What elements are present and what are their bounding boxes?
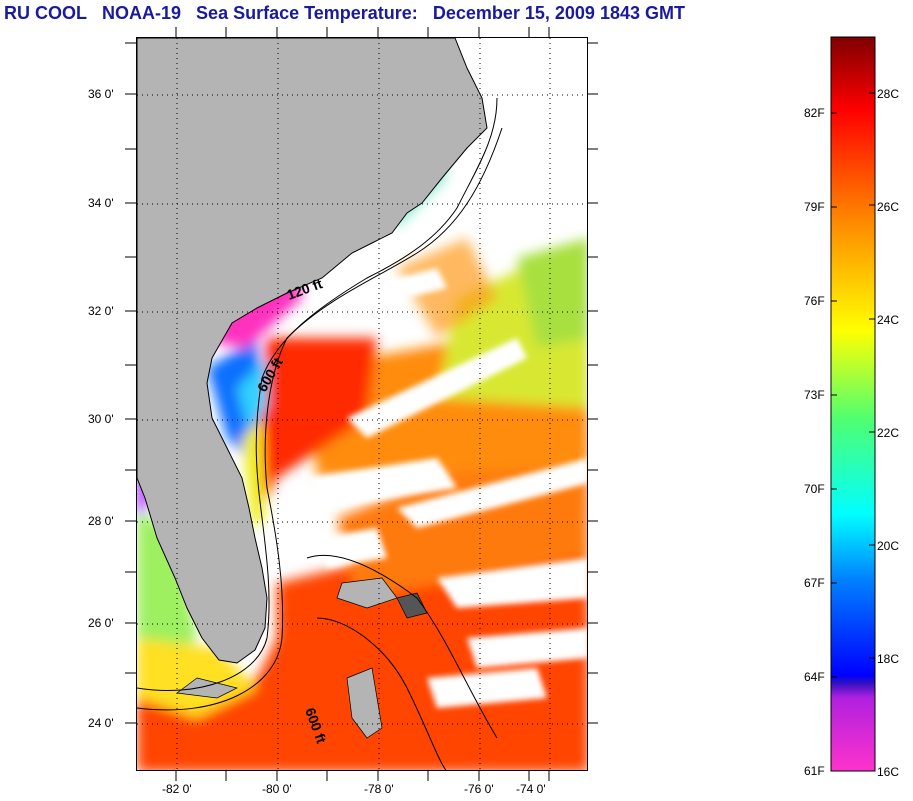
lat-label-26: 26 0' [88,616,114,630]
colorbar [830,36,876,772]
colorbar-label-24c: 24C [877,313,900,327]
colorbar-label-67f: 67F [804,576,825,590]
title-org: RU COOL [4,3,87,23]
lat-label-32: 32 0' [88,304,114,318]
lat-label-24: 24 0' [88,716,114,730]
sst-map: 120 ft 600 ft 600 ft [136,37,588,771]
colorbar-label-18c: 18C [877,652,900,666]
lat-label-30: 30 0' [88,412,114,426]
colorbar-label-22c: 22C [877,426,900,440]
lon-label-76: -76 0' [464,782,494,796]
lat-label-28: 28 0' [88,514,114,528]
lon-label-74: -74 0' [516,782,546,796]
colorbar-label-26c: 26C [877,200,900,214]
sst-map-canvas: 120 ft 600 ft 600 ft [137,38,587,770]
colorbar-label-70f: 70F [804,482,825,496]
title-satellite: NOAA-19 [102,3,182,23]
colorbar-label-79f: 79F [804,200,825,214]
title-datetime: December 15, 2009 1843 GMT [432,3,685,23]
colorbar-label-64f: 64F [804,670,825,684]
colorbar-label-61f: 61F [804,764,825,778]
graticule [137,38,587,770]
land-us-east-coast [137,38,488,664]
land-bahamas [336,577,428,739]
colorbar-label-82f: 82F [804,106,825,120]
colorbar-label-76f: 76F [804,294,825,308]
title-product: Sea Surface Temperature: [196,3,418,23]
colorbar-label-20c: 20C [877,539,900,553]
lon-label-80: -80 0' [262,782,292,796]
lat-label-36: 36 0' [88,87,114,101]
colorbar-label-73f: 73F [804,388,825,402]
colorbar-gradient [830,36,876,772]
map-title: RU COOL NOAA-19 Sea Surface Temperature:… [4,3,695,24]
lat-label-34: 34 0' [88,196,114,210]
lon-label-82: -82 0' [162,782,192,796]
land-florida-keys [176,677,239,699]
colorbar-ticks [831,92,875,678]
colorbar-label-28c: 28C [877,87,900,101]
colorbar-label-16c: 16C [877,765,900,779]
isobath-contours [137,97,503,770]
lon-label-78: -78 0' [364,782,394,796]
